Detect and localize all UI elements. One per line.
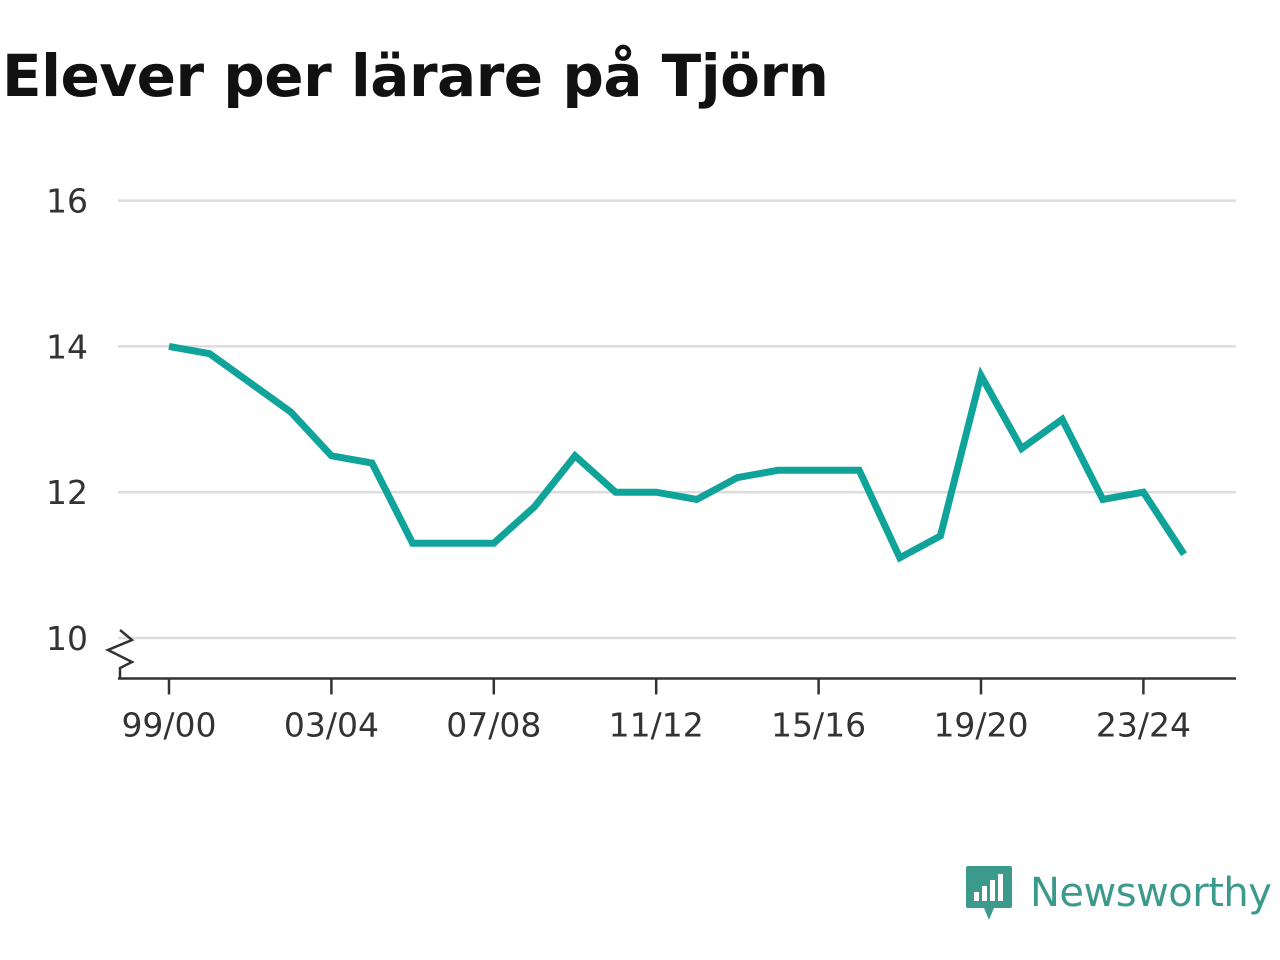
- series-line: [168, 342, 1187, 563]
- x-axis-ticks: 99/00 03/04 07/08 11/12 15/16 19/20 23/24: [121, 678, 1191, 744]
- x-tick-label: 23/24: [1096, 705, 1191, 744]
- y-tick-label: 10: [46, 619, 88, 658]
- y-tick-label: 16: [46, 182, 88, 221]
- x-tick-label: 03/04: [284, 705, 379, 744]
- brand-name: Newsworthy: [1030, 870, 1272, 916]
- x-tick-label: 99/00: [121, 705, 216, 744]
- line-chart: 10 12 14 16 99/00 03/04 07/08 11/12 15/16 19/20 2…: [46, 182, 1236, 744]
- bar-chart-speech-bubble-icon: [966, 866, 1012, 920]
- x-tick-label: 19/20: [933, 705, 1028, 744]
- x-tick-label: 07/08: [446, 705, 541, 744]
- y-axis-ticks: 10 12 14 16: [46, 182, 88, 658]
- x-tick-label: 11/12: [609, 705, 704, 744]
- gridlines: [118, 199, 1236, 640]
- y-axis-break: [104, 629, 135, 679]
- chart-title: Elever per lärare på Tjörn: [2, 42, 829, 110]
- x-tick-label: 15/16: [771, 705, 866, 744]
- y-tick-label: 14: [46, 327, 88, 366]
- y-tick-label: 12: [46, 473, 88, 512]
- newsworthy-logo: Newsworthy: [964, 864, 1272, 922]
- series-lines: [168, 342, 1187, 563]
- x-axis: [104, 629, 1236, 680]
